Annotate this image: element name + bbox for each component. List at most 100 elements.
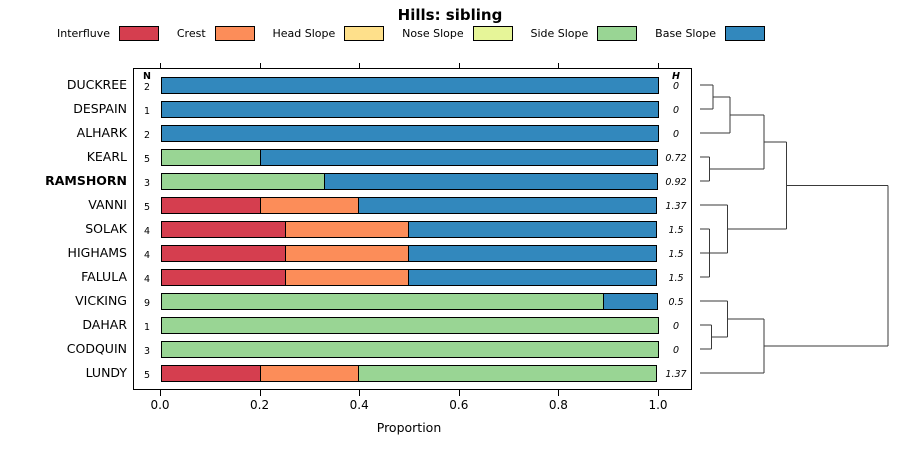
n-column-header: N [143,71,151,82]
segment-interfluve [161,365,261,382]
segment-interfluve [161,269,286,286]
legend-swatch [724,26,765,41]
n-value: 1 [143,106,151,117]
stacked-bar [161,221,659,238]
stacked-bar [161,149,659,166]
legend-swatch [472,26,513,41]
stacked-bar [161,245,659,262]
legend-item: Nose Slope [402,26,513,41]
x-tick-label: 1.0 [648,398,668,412]
n-value: 5 [143,370,151,381]
h-value: 0 [672,81,680,92]
segment-base-slope [408,245,657,262]
x-tick-top [160,63,161,68]
legend-label: Crest [176,27,206,40]
x-tick [558,390,560,396]
n-value: 4 [143,226,151,237]
row-label: RAMSHORN [45,173,127,188]
x-tick-label: 0.8 [548,398,568,412]
x-tick [458,390,460,396]
dendrogram [700,84,889,374]
legend-label: Side Slope [530,27,589,40]
plot-area: N H 2 0 1 0 2 0 5 0.72 3 0.92 5 1.37 4 1.5 4 1.5 4 1.5 9 0.… [133,68,692,390]
segment-side-slope [161,293,605,310]
h-column-header: H [672,71,680,82]
n-value: 2 [143,82,151,93]
x-tick-label: 0.2 [250,398,270,412]
legend-label: Base Slope [655,27,716,40]
legend-swatch [119,26,159,41]
row-label: SOLAK [85,221,127,236]
legend-label: Head Slope [272,27,336,40]
legend-swatch [214,26,255,41]
legend-item: Crest [177,26,255,41]
segment-base-slope [259,149,658,166]
h-value: 0.72 [665,153,687,164]
x-tick-label: 0.6 [449,398,469,412]
segment-side-slope [161,173,326,190]
legend-label: Interfluve [57,27,110,40]
h-value: 1.5 [668,273,684,284]
x-tick-label: 0.4 [349,398,369,412]
x-tick-top [558,63,560,68]
row-label: CODQUIN [66,341,127,356]
h-value: 0 [672,345,680,356]
segment-crest [284,221,409,238]
segment-side-slope [358,365,657,382]
x-tick [658,390,659,396]
legend-item: Base Slope [655,26,765,41]
segment-base-slope [161,77,659,94]
x-tick-top [458,63,460,68]
h-value: 1.5 [668,225,684,236]
legend-label: Nose Slope [402,27,464,40]
h-value: 1.37 [665,369,687,380]
n-value: 3 [143,178,151,189]
n-value: 4 [143,274,151,285]
x-tick [259,390,261,396]
segment-base-slope [161,101,659,118]
chart-title: Hills: sibling [397,6,503,24]
x-tick-top [658,63,659,68]
row-label: KEARL [86,149,127,164]
segment-side-slope [161,317,659,334]
segment-base-slope [603,293,658,310]
h-value: 0 [672,321,680,332]
stacked-bar [161,341,659,358]
stacked-bar [161,269,659,286]
x-tick-top [359,63,361,68]
row-label: HIGHAMS [67,245,127,260]
segment-crest [259,365,360,382]
row-label: FALULA [81,269,127,284]
n-value: 1 [143,322,151,333]
n-value: 2 [143,130,151,141]
stacked-bar [161,125,659,142]
row-label: DUCKREE [66,77,127,92]
x-tick-top [259,63,261,68]
row-label: ALHARK [76,125,127,140]
n-value: 4 [143,250,151,261]
row-label: DAHAR [82,317,127,332]
n-value: 5 [143,154,151,165]
legend-item: Interfluve [57,26,159,41]
segment-interfluve [161,221,286,238]
stacked-bar [161,173,659,190]
h-value: 1.5 [668,249,684,260]
stacked-bar [161,197,659,214]
segment-crest [284,269,409,286]
segment-side-slope [161,149,261,166]
h-value: 0.5 [668,297,684,308]
legend-swatch [597,26,638,41]
segment-side-slope [161,341,659,358]
x-axis-title: Proportion [376,420,442,435]
stacked-bar [161,317,659,334]
legend-swatch [344,26,385,41]
n-value: 3 [143,346,151,357]
x-tick [160,390,161,396]
segment-base-slope [408,221,657,238]
segment-base-slope [408,269,657,286]
stacked-bar [161,101,659,118]
row-label: VICKING [75,293,127,308]
h-value: 0 [672,129,680,140]
h-value: 0 [672,105,680,116]
